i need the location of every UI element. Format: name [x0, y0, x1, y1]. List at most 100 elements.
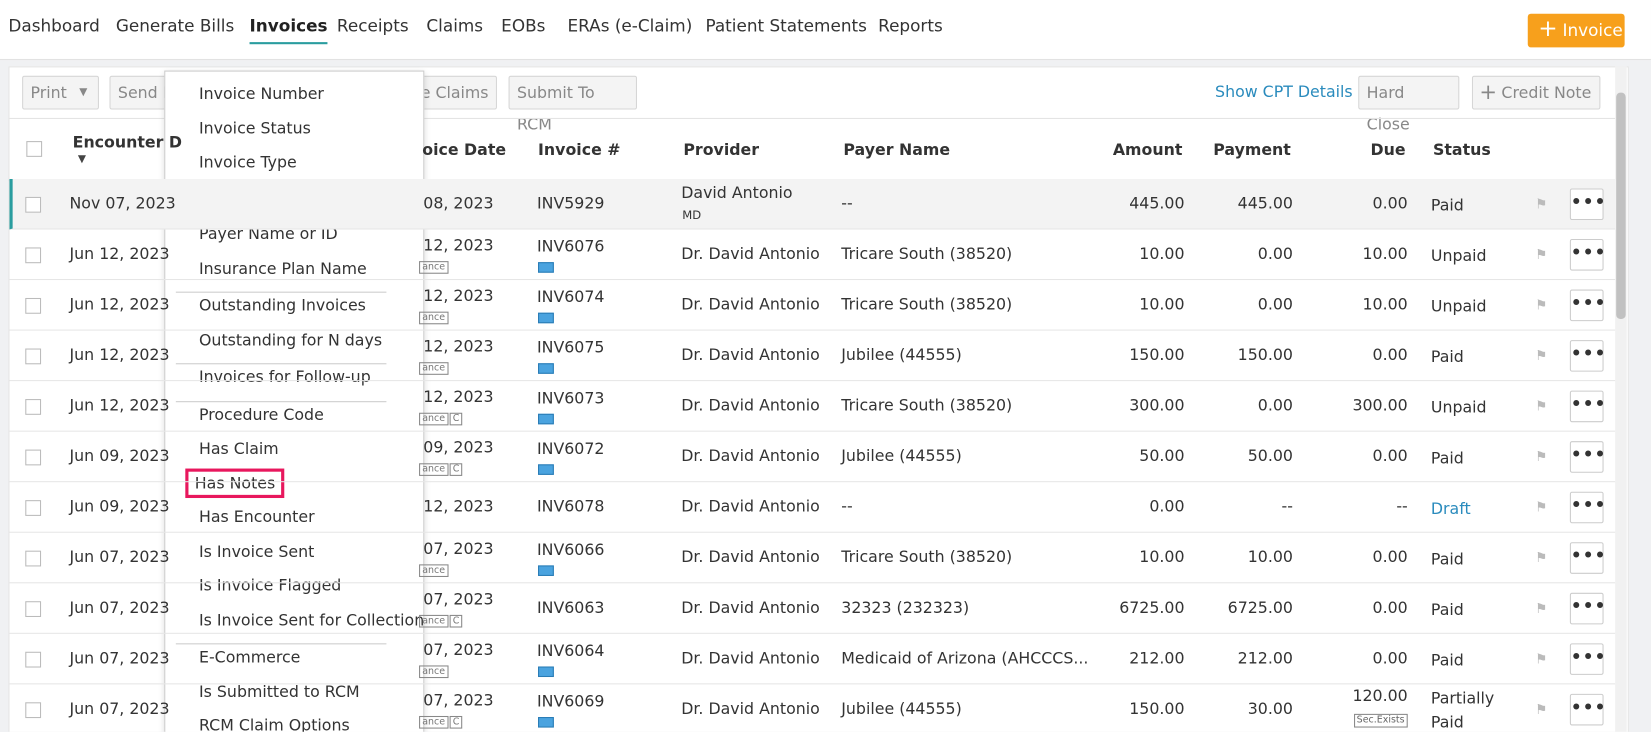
more-button[interactable]: •••: [1569, 491, 1605, 524]
credit-note-button[interactable]: + Credit Note: [1471, 75, 1601, 110]
provider: Dr. David Antonio: [681, 547, 820, 567]
invoice-number[interactable]: INV6064: [536, 641, 605, 661]
row-checkbox[interactable]: [25, 550, 42, 567]
menu-item[interactable]: RCM Claim Options: [198, 715, 350, 732]
flag-icon[interactable]: ⚑: [1535, 196, 1548, 213]
more-button[interactable]: •••: [1569, 188, 1605, 221]
payer-name: Jubilee (44555): [841, 345, 962, 365]
more-button[interactable]: •••: [1569, 289, 1605, 322]
menu-separator: [175, 363, 387, 365]
invoice-number[interactable]: INV6075: [536, 337, 605, 357]
row-checkbox[interactable]: [25, 500, 42, 516]
payment: 10.00: [1247, 547, 1293, 567]
column-header[interactable]: Amount: [1112, 140, 1183, 159]
payer-name: Tricare South (38520): [841, 547, 1013, 567]
select-all-checkbox[interactable]: [26, 141, 43, 157]
column-header[interactable]: Payer Name: [843, 140, 951, 159]
more-button[interactable]: •••: [1569, 340, 1605, 372]
sort-icon[interactable]: ▼: [77, 153, 87, 166]
row-checkbox[interactable]: [25, 601, 42, 617]
nav-tab[interactable]: Dashboard: [8, 15, 100, 36]
invoice-number[interactable]: INV6066: [536, 540, 605, 560]
menu-item[interactable]: Invoices for Follow-up: [198, 367, 371, 387]
invoice-number[interactable]: INV6076: [536, 236, 605, 256]
flag-icon[interactable]: ⚑: [1535, 601, 1548, 617]
status[interactable]: Draft: [1430, 499, 1471, 519]
more-button[interactable]: •••: [1569, 441, 1605, 473]
nav-tab[interactable]: Receipts: [336, 15, 409, 36]
amount: 50.00: [1139, 446, 1185, 466]
row-checkbox[interactable]: [25, 348, 42, 365]
column-header[interactable]: Due: [1370, 140, 1406, 159]
row-checkbox[interactable]: [25, 297, 42, 314]
nav-tab[interactable]: Claims: [426, 15, 484, 36]
menu-item[interactable]: Invoice Status: [198, 118, 311, 138]
nav-tab[interactable]: ERAs (e-Claim): [567, 15, 693, 36]
flag-icon[interactable]: ⚑: [1535, 348, 1548, 365]
flag-icon[interactable]: ⚑: [1535, 500, 1548, 516]
due-tag: Sec.Exists: [1353, 713, 1408, 728]
invoice-number[interactable]: INV6074: [536, 287, 605, 307]
row-checkbox[interactable]: [25, 247, 42, 264]
row-checkbox[interactable]: [25, 196, 42, 213]
column-header[interactable]: Provider: [683, 140, 760, 159]
menu-item[interactable]: Has Encounter: [198, 507, 315, 527]
menu-item[interactable]: Outstanding for N days: [198, 330, 383, 350]
invoice-number[interactable]: INV6078: [536, 496, 605, 516]
row-checkbox[interactable]: [25, 399, 42, 415]
invoice-number[interactable]: INV5929: [536, 193, 605, 213]
cpt-link[interactable]: Show CPT Details: [1215, 82, 1353, 102]
invoice-number[interactable]: INV6063: [536, 598, 605, 617]
nav-tab[interactable]: Patient Statements: [705, 15, 867, 36]
menu-item[interactable]: Invoice Type: [198, 152, 297, 172]
more-button[interactable]: •••: [1569, 239, 1605, 271]
invoice-number[interactable]: INV6072: [536, 439, 605, 459]
more-button[interactable]: •••: [1569, 542, 1605, 574]
menu-item[interactable]: Is Invoice Sent for Collection: [198, 610, 425, 630]
flag-icon[interactable]: ⚑: [1535, 702, 1548, 719]
invoice-number[interactable]: INV6073: [536, 388, 605, 408]
nav-tab[interactable]: Reports: [878, 15, 943, 36]
print-button[interactable]: Print ▼: [22, 75, 99, 110]
payment: 0.00: [1257, 294, 1293, 314]
flag-icon[interactable]: ⚑: [1535, 449, 1548, 466]
row-checkbox[interactable]: [25, 651, 42, 668]
nav-tab[interactable]: Invoices: [249, 16, 328, 45]
flag-icon[interactable]: ⚑: [1535, 651, 1548, 668]
menu-item[interactable]: Is Invoice Flagged: [198, 575, 342, 595]
menu-item[interactable]: E-Commerce: [198, 647, 301, 667]
menu-item[interactable]: Invoice Number: [198, 84, 324, 104]
menu-item[interactable]: Outstanding Invoices: [198, 295, 366, 315]
column-header[interactable]: Status: [1432, 140, 1491, 159]
column-header[interactable]: Encounter D: [72, 132, 183, 152]
menu-item[interactable]: Procedure Code: [198, 404, 324, 424]
column-header[interactable]: Invoice #: [538, 140, 621, 159]
card-icon: [538, 464, 554, 475]
flag-icon[interactable]: ⚑: [1535, 550, 1548, 567]
hard-close-button[interactable]: Hard Close: [1358, 75, 1460, 134]
row-checkbox[interactable]: [25, 449, 42, 466]
more-button[interactable]: •••: [1569, 643, 1605, 675]
menu-item[interactable]: Has Claim: [198, 439, 279, 459]
payer-name: Jubilee (44555): [841, 699, 962, 719]
new-invoice-button[interactable]: + Invoice: [1527, 13, 1625, 48]
flag-icon[interactable]: ⚑: [1535, 399, 1548, 415]
column-header[interactable]: Payment: [1213, 140, 1291, 159]
more-button[interactable]: •••: [1569, 693, 1605, 726]
submit-rcm-button[interactable]: Submit To RCM: [508, 75, 638, 134]
more-button[interactable]: •••: [1569, 592, 1605, 625]
menu-item[interactable]: Is Submitted to RCM: [198, 681, 360, 701]
invoice-number[interactable]: INV6069: [536, 691, 605, 711]
menu-item[interactable]: Insurance Plan Name: [198, 258, 367, 278]
nav-tab[interactable]: EOBs: [501, 15, 546, 36]
more-button[interactable]: •••: [1569, 390, 1605, 423]
nav-tab[interactable]: Generate Bills: [115, 15, 235, 36]
column-header[interactable]: oice Date: [422, 140, 507, 159]
menu-item[interactable]: Is Invoice Sent: [198, 541, 315, 561]
menu-item[interactable]: Has Notes: [185, 468, 285, 498]
row-checkbox[interactable]: [25, 702, 42, 719]
scroll-thumb[interactable]: [1616, 92, 1626, 320]
flag-icon[interactable]: ⚑: [1535, 247, 1548, 264]
flag-icon[interactable]: ⚑: [1535, 297, 1548, 314]
